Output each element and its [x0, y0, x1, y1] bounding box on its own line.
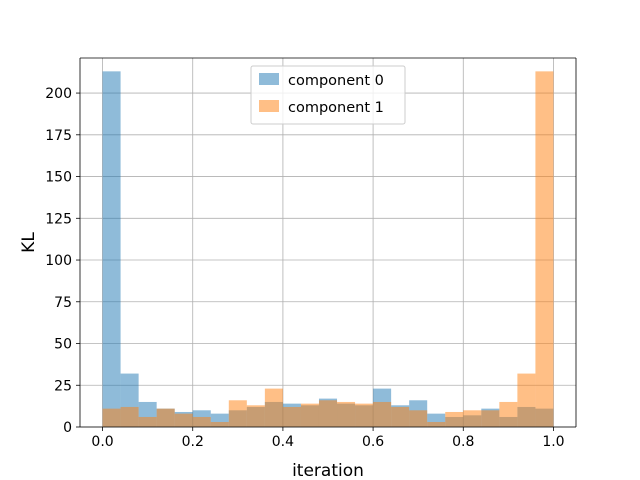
y-tick-label-5: 125 [45, 211, 72, 227]
legend-swatch-component-1 [259, 100, 279, 112]
legend-label-component-0: component 0 [288, 73, 384, 89]
bar-series-1-bin-7 [228, 400, 247, 427]
y-tick-label-1: 25 [54, 378, 72, 394]
bar-series-1-bin-11 [300, 403, 319, 427]
x-tick-label-3: 0.6 [362, 434, 384, 450]
y-tick-label-3: 75 [54, 295, 72, 311]
bar-series-1-bin-2 [138, 416, 157, 427]
tick-labels: 0.0 0.2 0.4 0.6 0.8 1.0 0 25 50 75 100 125 150 175 200 [45, 86, 564, 450]
bar-series-1-bin-15 [373, 401, 392, 427]
bar-series-1-bin-19 [445, 411, 464, 427]
bar-series-1-bin-0 [102, 408, 121, 427]
x-axis-label: iteration [292, 461, 364, 480]
bar-series-1-bin-12 [318, 400, 338, 427]
x-tick-label-0: 0.0 [91, 434, 113, 450]
bar-series-1-bin-8 [246, 405, 265, 427]
legend-swatch-component-0 [259, 73, 279, 85]
bar-series-1-bin-21 [481, 410, 500, 427]
y-tick-label-8: 200 [45, 86, 72, 102]
legend-label-component-1: component 1 [288, 100, 384, 116]
bar-series-1-bin-18 [427, 421, 446, 427]
x-tick-label-4: 0.8 [452, 434, 474, 450]
y-tick-label-2: 50 [54, 337, 72, 353]
bar-series-1-bin-17 [409, 410, 428, 427]
y-tick-label-6: 150 [45, 170, 72, 186]
bar-series-1-bin-23 [517, 373, 536, 427]
bar-series-1-bin-3 [156, 408, 175, 427]
bar-series-1-bin-20 [463, 410, 482, 427]
bar-series-1-bin-6 [210, 421, 229, 427]
legend-box [250, 65, 406, 125]
y-tick-label-0: 0 [63, 420, 72, 436]
legend: component 0 component 1 [250, 65, 406, 125]
bar-series-1-bin-24 [535, 71, 554, 427]
bar-series-1-bin-22 [499, 401, 518, 427]
bar-series-1-bin-5 [192, 416, 211, 427]
bar-series-1-bin-10 [282, 406, 301, 427]
bar-series-1-bin-9 [264, 388, 283, 427]
bar-series-1-bin-14 [355, 403, 374, 427]
y-axis-label: KL [19, 232, 39, 253]
axes [76, 57, 577, 431]
x-tick-label-1: 0.2 [182, 434, 204, 450]
y-tick-label-4: 100 [45, 253, 72, 269]
x-tick-label-5: 1.0 [542, 434, 564, 450]
histogram-bars [102, 71, 554, 427]
bar-series-1-bin-16 [391, 406, 410, 427]
bar-series-0-bin-0 [102, 71, 121, 427]
bar-series-1-bin-13 [337, 401, 356, 427]
x-tick-label-2: 0.4 [272, 434, 294, 450]
bar-series-1-bin-1 [120, 406, 139, 427]
bar-series-1-bin-4 [174, 413, 193, 427]
y-tick-label-7: 175 [45, 128, 72, 144]
